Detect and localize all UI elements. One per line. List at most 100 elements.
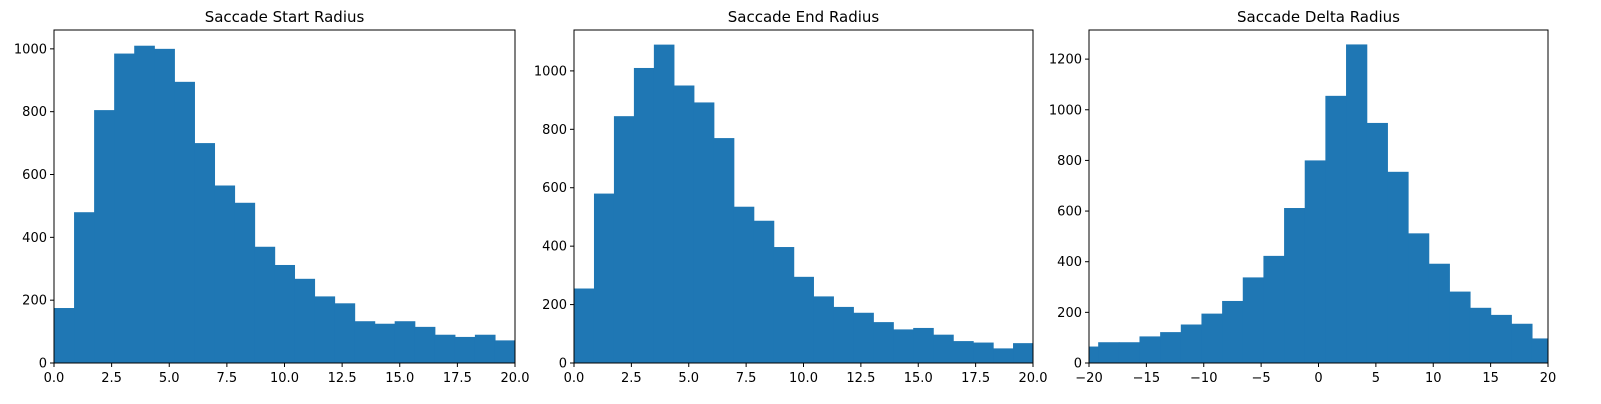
x-tick-label: 7.5 [217,371,238,386]
x-tick-label: 15 [1482,371,1499,386]
histogram-bar [1366,122,1388,363]
y-tick-label: 200 [22,294,47,309]
histogram-bar [94,110,115,363]
x-tick-label: 17.5 [443,371,472,386]
x-tick-label: 17.5 [961,371,990,386]
histogram-bar [314,296,336,363]
histogram-bar [1160,332,1182,363]
histogram-bar [973,342,994,363]
y-tick-label: 200 [542,298,567,313]
y-tick-label: 800 [542,123,567,138]
x-tick-label: 0.0 [564,371,585,386]
histogram-bar [294,278,316,363]
histogram-bar [1469,307,1492,363]
x-tick-label: 2.5 [621,371,642,386]
chart-title: Saccade Start Radius [205,8,365,26]
histogram-bar [1180,324,1203,363]
x-tick-label: 20.0 [501,371,530,386]
x-tick-label: 0.0 [44,371,65,386]
histogram-bar [234,202,256,363]
x-tick-label: 10 [1425,371,1442,386]
histogram-bar [993,348,1014,363]
histogram-bar [1325,95,1347,363]
x-tick-label: 0 [1314,371,1322,386]
histogram-bar [1139,336,1161,363]
chart-panel-3: −20 −15 −10 −5 0 5 10 15 20020040060080010001200… [1049,8,1556,386]
y-tick-label: 600 [542,181,567,196]
chart-title: Saccade End Radius [728,8,880,26]
histogram-bar [1201,313,1223,363]
histogram-bar [434,334,456,363]
y-tick-label: 800 [22,105,47,120]
bars [54,45,515,363]
histogram-bar [1304,160,1326,363]
y-tick-label: 1200 [1049,53,1082,68]
histogram-bar [354,321,376,363]
histogram-bar [1387,171,1409,363]
y-tick-label: 1000 [534,64,567,79]
x-tick-label: 12.5 [846,371,875,386]
x-tick-label: 5.0 [159,371,180,386]
histogram-bar [1118,342,1141,363]
x-tick-label: −5 [1252,371,1271,386]
histogram-bar [1449,291,1471,363]
histogram-bar [933,334,954,363]
histogram-bar [893,329,914,363]
histogram-bar [653,44,675,363]
y-tick-label: 0 [559,357,567,372]
x-tick-label: 2.5 [101,371,122,386]
histogram-bar [853,312,874,363]
y-tick-label: 0 [39,357,47,372]
histogram-bar [154,48,175,363]
y-tick-label: 600 [1057,205,1082,220]
x-tick-label: 10.0 [789,371,818,386]
y-tick-label: 0 [1074,357,1082,372]
x-tick-label: 15.0 [385,371,414,386]
x-tick-label: 20.0 [1019,371,1048,386]
histogram-bar [394,321,416,363]
histogram-bar [593,193,615,363]
y-tick-label: 200 [1057,306,1082,321]
histogram-bar [873,322,894,363]
histogram-bar [54,308,75,363]
y-tick-label: 400 [1057,255,1082,270]
histogram-bar [1511,323,1533,363]
histogram-bar [1531,338,1548,363]
histogram-bar [733,206,755,363]
histogram-bar [1222,300,1244,363]
histogram-bar [174,81,195,363]
y-tick-label: 1000 [14,42,47,57]
histogram-bar [813,296,834,363]
histogram-bar [1242,277,1265,363]
histogram-bar [673,85,695,363]
histogram-bar [713,138,735,363]
histogram-bar [214,185,236,363]
x-tick-label: −15 [1133,371,1160,386]
histogram-bar [693,102,715,363]
histogram-bar [114,53,135,363]
histogram-bar [454,336,476,363]
x-tick-label: 5.0 [678,371,699,386]
x-tick-label: −10 [1190,371,1217,386]
histogram-bar [1089,346,1099,363]
histogram-bar [1013,343,1033,363]
histogram-bar [793,276,814,363]
histogram-bar [374,323,396,363]
histogram-bar [1263,255,1285,363]
histogram-bar [74,212,95,363]
x-tick-label: 20 [1540,371,1557,386]
histogram-bar [1284,208,1306,363]
histogram-bar [833,306,854,363]
histogram-bar [1346,44,1368,363]
histogram-bar [613,116,635,363]
y-tick-label: 400 [542,240,567,255]
histogram-bar [1428,263,1450,363]
histogram-bar [574,288,595,363]
histogram-bar [414,326,436,363]
chart-title: Saccade Delta Radius [1237,8,1400,26]
histogram-bar [953,341,974,363]
histogram-bar [773,247,795,363]
histogram-bar [1098,342,1120,363]
x-tick-label: −20 [1075,371,1102,386]
